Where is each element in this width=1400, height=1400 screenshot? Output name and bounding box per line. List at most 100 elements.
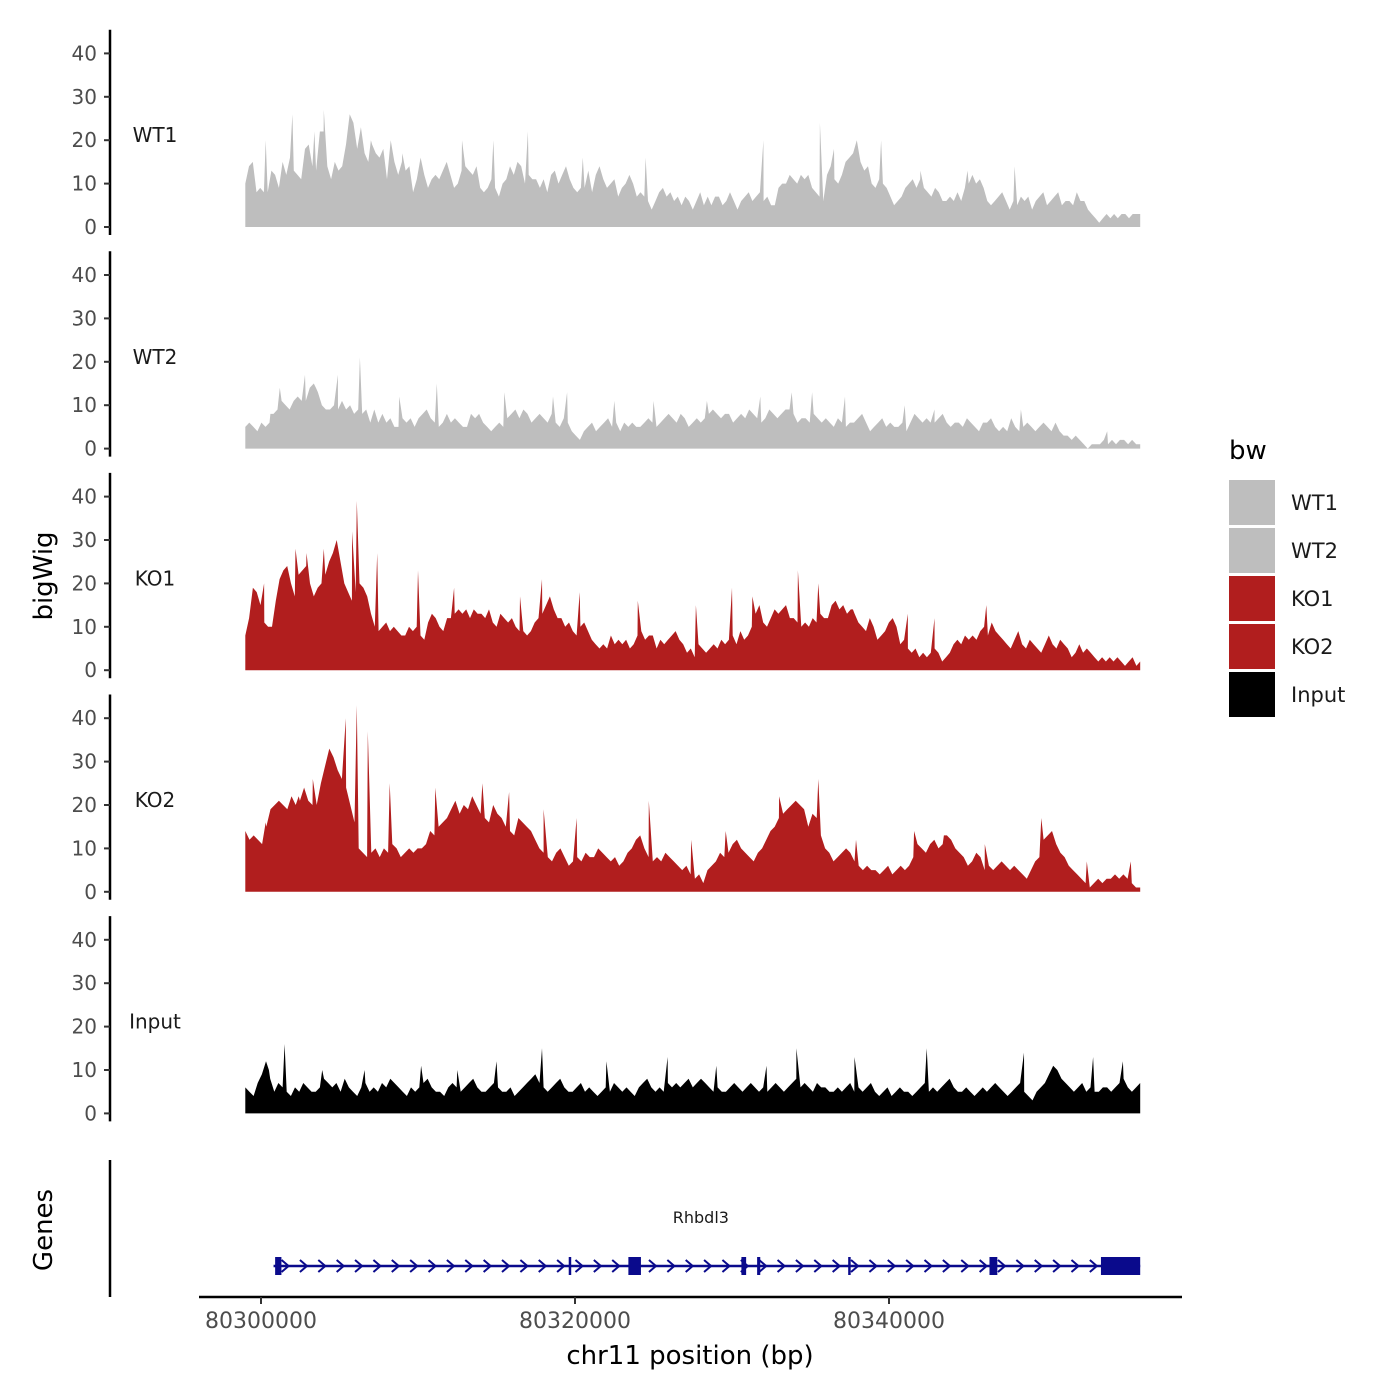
legend-key-wt1 <box>1229 480 1275 525</box>
strand-chevron <box>372 1259 382 1273</box>
genes-track: Rhbdl3 <box>108 1160 1141 1297</box>
strand-chevron <box>813 1259 823 1273</box>
legend-key-wt2 <box>1229 528 1275 573</box>
bigwig-tracks: 0 10 20 30 40 WT1 0 10 20 30 40 WT2 0 10 20 30 40 KO1 0 10 2… <box>72 29 1141 1125</box>
track-input: 0 10 20 30 40 Input <box>72 916 1141 1125</box>
strand-chevron <box>666 1259 676 1273</box>
area-ko2 <box>245 705 1141 892</box>
legend-label-wt1: WT1 <box>1291 491 1338 515</box>
strand-chevron <box>538 1259 548 1273</box>
strand-chevron <box>1070 1259 1080 1273</box>
strand-chevron <box>556 1259 566 1273</box>
genes-axis-title: Genes <box>29 1189 59 1271</box>
exon <box>757 1257 761 1275</box>
y-tick-label: 40 <box>72 41 97 65</box>
strand-chevron <box>795 1259 805 1273</box>
y-tick-label: 10 <box>72 836 97 860</box>
y-tick-label: 0 <box>84 1101 97 1125</box>
y-tick-label: 40 <box>72 485 97 509</box>
strand-chevron <box>721 1259 731 1273</box>
strand-chevron <box>299 1259 309 1273</box>
y-tick-label: 30 <box>72 306 97 330</box>
track-wt2: 0 10 20 30 40 WT2 <box>72 251 1141 461</box>
strand-chevron <box>850 1259 860 1273</box>
legend-key-ko1 <box>1229 576 1275 621</box>
y-tick-label: 0 <box>84 215 97 239</box>
strand-chevron <box>280 1259 291 1273</box>
strand-chevron <box>427 1259 438 1273</box>
track-ko1: 0 10 20 30 40 KO1 <box>72 472 1141 682</box>
strand-chevron <box>593 1259 603 1273</box>
strand-chevron <box>923 1259 934 1273</box>
y-tick-label: 30 <box>72 85 97 109</box>
strand-chevron <box>1052 1259 1062 1273</box>
strand-chevron <box>446 1259 456 1273</box>
y-tick-label: 30 <box>72 750 97 774</box>
strand-chevron <box>887 1259 897 1273</box>
x-tick-label: 80320000 <box>519 1309 631 1334</box>
strand-chevron <box>1015 1259 1025 1273</box>
y-tick-label: 20 <box>72 793 97 817</box>
strand-chevron <box>776 1259 787 1273</box>
legend-label-ko1: KO1 <box>1291 587 1334 611</box>
strand-chevron <box>336 1259 346 1273</box>
y-tick-label: 40 <box>72 263 97 287</box>
y-axis-title: bigWig <box>29 531 59 620</box>
area-wt1 <box>245 109 1141 227</box>
strand-chevron <box>391 1259 401 1273</box>
x-axis-title: chr11 position (bp) <box>566 1341 813 1371</box>
x-tick-label: 80300000 <box>205 1309 317 1334</box>
strand-chevron <box>703 1259 713 1273</box>
legend-key-input <box>1229 672 1275 717</box>
strand-chevron <box>648 1259 658 1273</box>
y-tick-label: 20 <box>72 571 97 595</box>
strand-chevron <box>482 1259 493 1273</box>
strand-chevron <box>978 1259 989 1273</box>
y-tick-label: 20 <box>72 1015 97 1039</box>
strand-chevron <box>317 1259 327 1273</box>
exon <box>848 1257 851 1275</box>
track-wt1: 0 10 20 30 40 WT1 <box>72 29 1141 239</box>
legend-label-ko2: KO2 <box>1291 635 1334 659</box>
y-tick-label: 10 <box>72 393 97 417</box>
y-tick-label: 10 <box>72 615 97 639</box>
x-tick-label: 80340000 <box>833 1309 945 1334</box>
exon <box>628 1257 641 1275</box>
area-ko1 <box>245 500 1141 671</box>
legend-label-wt2: WT2 <box>1291 539 1338 563</box>
track-label: Input <box>129 1010 181 1034</box>
y-tick-label: 10 <box>72 172 97 196</box>
exon <box>275 1257 282 1275</box>
strand-chevron <box>832 1259 842 1273</box>
strand-chevron <box>942 1259 952 1273</box>
track-label: KO1 <box>135 566 176 590</box>
legend-label-input: Input <box>1291 683 1345 707</box>
legend-key-ko2 <box>1229 624 1275 669</box>
y-tick-label: 0 <box>84 658 97 682</box>
area-wt2 <box>245 357 1141 449</box>
y-tick-label: 10 <box>72 1058 97 1082</box>
strand-chevron <box>501 1259 511 1273</box>
area-input <box>245 1044 1141 1114</box>
strand-chevron <box>409 1259 419 1273</box>
y-tick-label: 20 <box>72 350 97 374</box>
x-axis: 80300000 80320000 80340000 <box>199 1295 1182 1334</box>
track-label: KO2 <box>135 788 176 812</box>
track-ko2: 0 10 20 30 40 KO2 <box>72 694 1141 904</box>
strand-chevron <box>611 1259 621 1273</box>
strand-chevron <box>868 1259 878 1273</box>
strand-chevron <box>685 1259 695 1273</box>
strand-chevron <box>519 1259 529 1273</box>
strand-chevron <box>574 1259 585 1273</box>
legend-title: bw <box>1229 436 1267 466</box>
y-tick-label: 20 <box>72 128 97 152</box>
y-tick-label: 0 <box>84 880 97 904</box>
strand-chevron <box>997 1259 1007 1273</box>
exon <box>989 1257 998 1275</box>
strand-chevron <box>464 1259 474 1273</box>
strand-chevron <box>354 1259 364 1273</box>
strand-chevron <box>1034 1259 1044 1273</box>
y-tick-label: 40 <box>72 928 97 952</box>
